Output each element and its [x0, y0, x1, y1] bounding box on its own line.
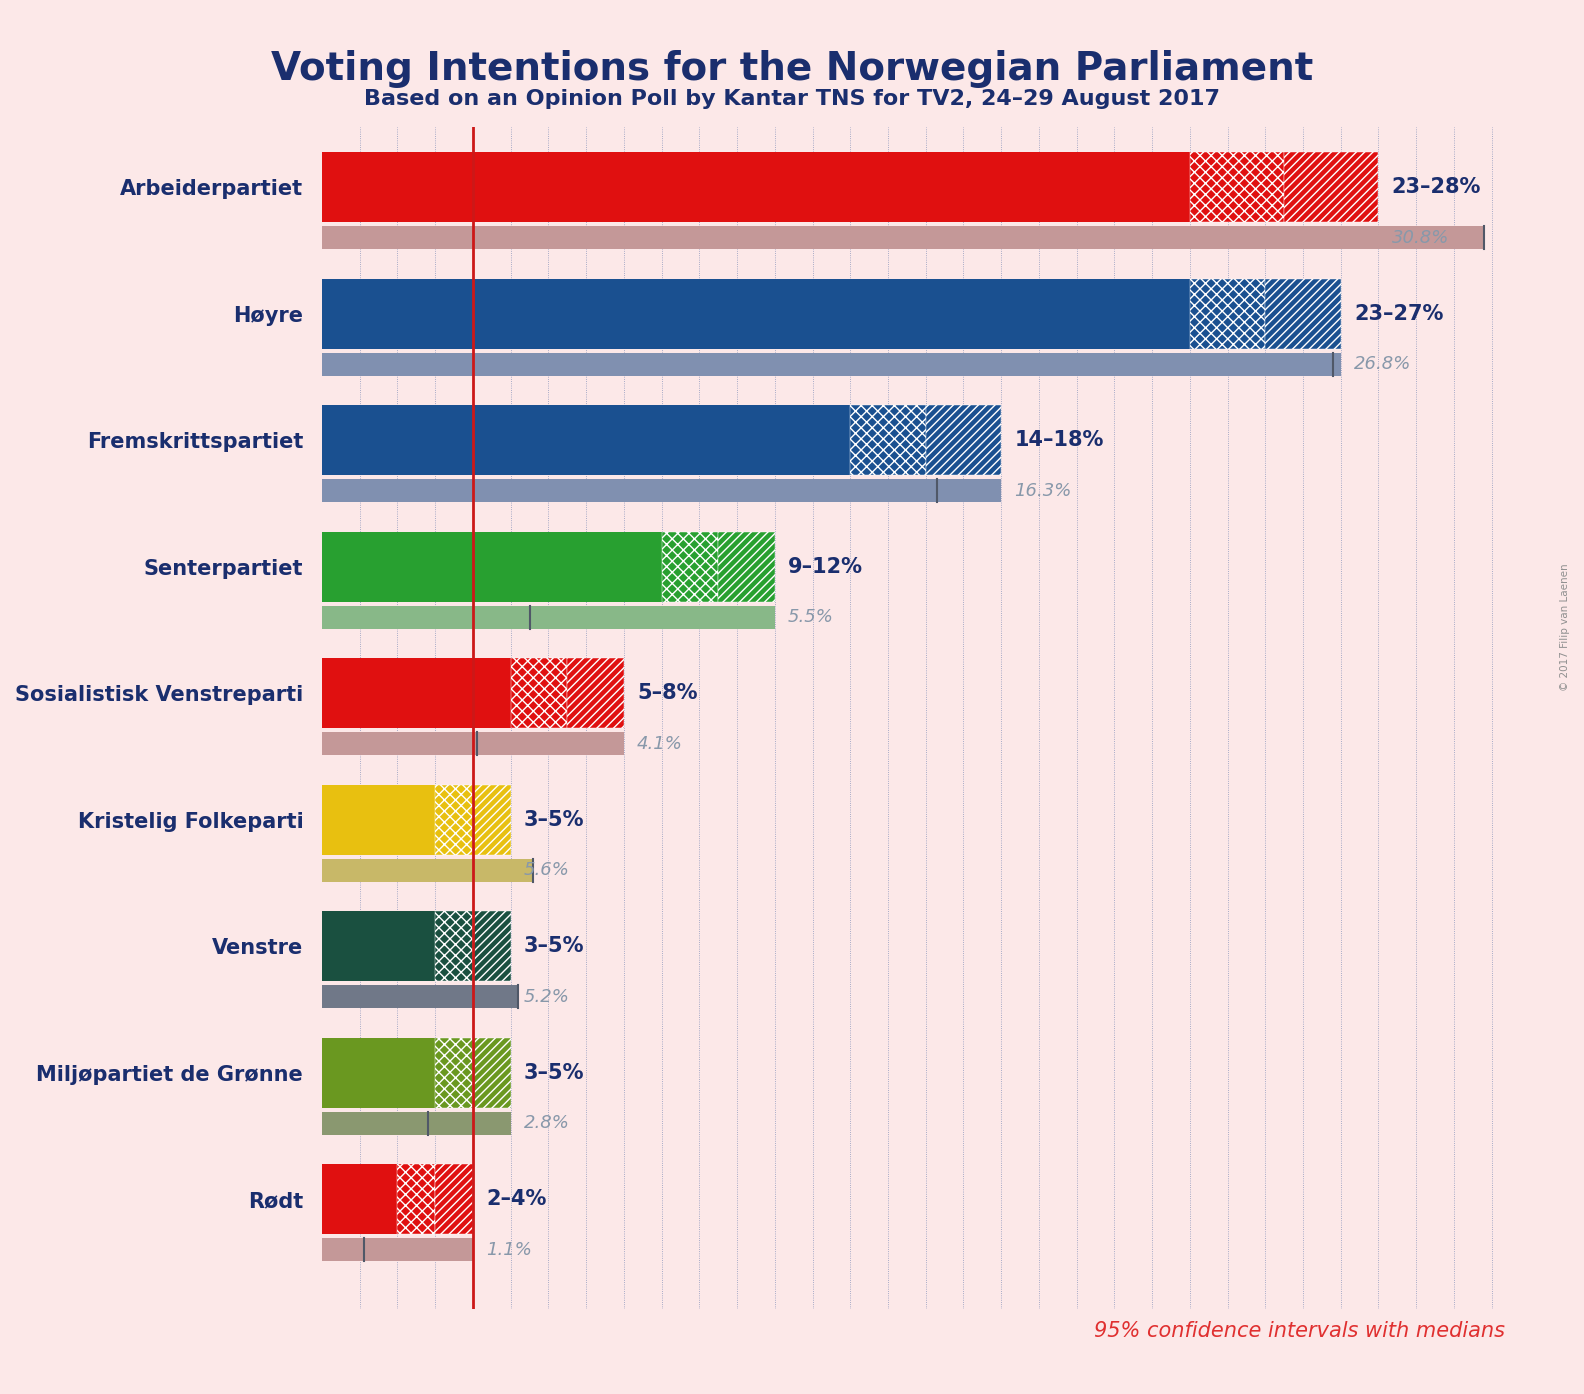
- Bar: [436, 912, 474, 981]
- Bar: [567, 658, 624, 728]
- Text: 2–4%: 2–4%: [486, 1189, 546, 1209]
- Bar: [322, 859, 534, 882]
- Text: 26.8%: 26.8%: [1354, 355, 1411, 374]
- Bar: [322, 1039, 436, 1107]
- Bar: [322, 480, 1001, 502]
- Bar: [662, 533, 718, 602]
- Bar: [322, 152, 1190, 222]
- Text: 1.1%: 1.1%: [486, 1241, 532, 1259]
- Bar: [851, 406, 925, 475]
- Text: 3–5%: 3–5%: [524, 1062, 584, 1083]
- Bar: [322, 606, 775, 629]
- Text: Voting Intentions for the Norwegian Parliament: Voting Intentions for the Norwegian Parl…: [271, 50, 1313, 88]
- Bar: [322, 1164, 398, 1234]
- Text: 95% confidence intervals with medians: 95% confidence intervals with medians: [1095, 1322, 1505, 1341]
- Bar: [322, 785, 436, 855]
- Text: 3–5%: 3–5%: [524, 937, 584, 956]
- Bar: [322, 353, 1340, 376]
- Bar: [1266, 279, 1340, 348]
- Bar: [925, 406, 1001, 475]
- Bar: [1285, 152, 1378, 222]
- Bar: [474, 1039, 510, 1107]
- Bar: [322, 226, 1484, 250]
- Bar: [1190, 152, 1285, 222]
- Bar: [322, 658, 510, 728]
- Bar: [322, 912, 436, 981]
- Bar: [322, 1238, 474, 1262]
- Bar: [398, 1164, 436, 1234]
- Bar: [1190, 279, 1266, 348]
- Text: Based on an Opinion Poll by Kantar TNS for TV2, 24–29 August 2017: Based on an Opinion Poll by Kantar TNS f…: [364, 89, 1220, 109]
- Text: 3–5%: 3–5%: [524, 810, 584, 829]
- Bar: [436, 785, 474, 855]
- Bar: [322, 406, 851, 475]
- Bar: [322, 1112, 510, 1135]
- Text: 23–27%: 23–27%: [1354, 304, 1443, 323]
- Bar: [474, 785, 510, 855]
- Bar: [718, 533, 775, 602]
- Bar: [322, 986, 518, 1008]
- Text: 5.6%: 5.6%: [524, 861, 570, 880]
- Bar: [436, 1164, 474, 1234]
- Text: 16.3%: 16.3%: [1014, 482, 1072, 500]
- Text: 2.8%: 2.8%: [524, 1114, 570, 1132]
- Text: 4.1%: 4.1%: [637, 735, 683, 753]
- Text: 5.5%: 5.5%: [787, 608, 833, 626]
- Bar: [510, 658, 567, 728]
- Text: 30.8%: 30.8%: [1392, 229, 1449, 247]
- Text: 5.2%: 5.2%: [524, 988, 570, 1006]
- Text: 14–18%: 14–18%: [1014, 431, 1104, 450]
- Bar: [322, 732, 624, 756]
- Text: 23–28%: 23–28%: [1392, 177, 1481, 197]
- Text: © 2017 Filip van Laenen: © 2017 Filip van Laenen: [1560, 563, 1570, 691]
- Bar: [322, 533, 662, 602]
- Text: 5–8%: 5–8%: [637, 683, 697, 703]
- Bar: [436, 1039, 474, 1107]
- Bar: [474, 912, 510, 981]
- Bar: [322, 279, 1190, 348]
- Text: 9–12%: 9–12%: [787, 556, 863, 577]
